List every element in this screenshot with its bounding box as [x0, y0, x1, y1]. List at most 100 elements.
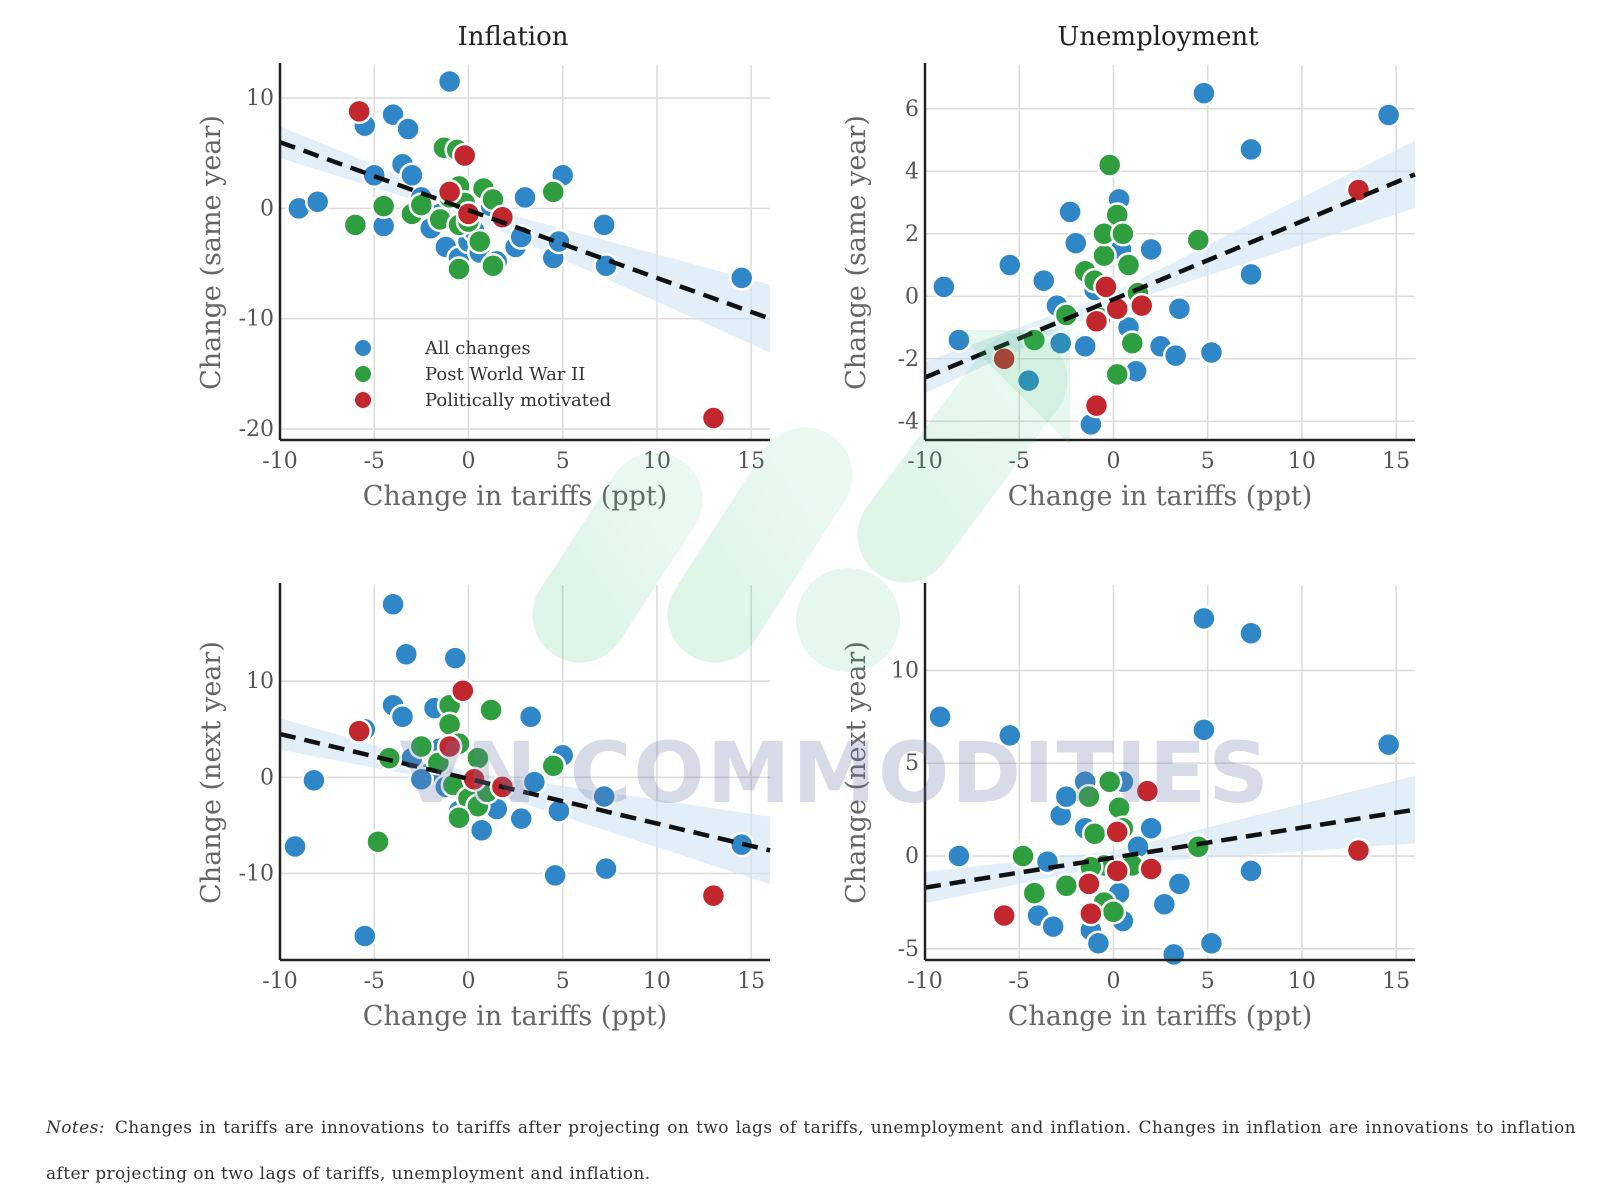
point-politically-motivated — [1104, 858, 1130, 884]
x-tick-label: 10 — [643, 969, 671, 994]
point-post-wwii — [1096, 769, 1123, 795]
x-tick-label: 10 — [1288, 449, 1316, 474]
point-all-changes — [436, 68, 463, 95]
point-post-wwii — [1185, 227, 1212, 253]
point-all-changes — [1162, 342, 1189, 369]
point-all-changes — [1063, 230, 1089, 256]
point-post-wwii — [365, 828, 391, 855]
point-all-changes — [408, 766, 435, 792]
point-all-changes — [399, 162, 425, 189]
point-all-changes — [1375, 731, 1402, 758]
y-tick-label: -10 — [239, 861, 274, 886]
point-all-changes — [1375, 102, 1402, 128]
x-tick-label: 0 — [461, 969, 475, 994]
point-post-wwii — [342, 212, 369, 238]
point-politically-motivated — [700, 882, 727, 909]
point-post-wwii — [1185, 834, 1212, 860]
point-all-changes — [468, 817, 495, 843]
x-tick-label: -5 — [1009, 969, 1030, 994]
point-all-changes — [946, 327, 972, 353]
point-all-changes — [1030, 267, 1057, 294]
point-all-changes — [1166, 871, 1193, 897]
point-all-changes — [1166, 296, 1193, 322]
point-post-wwii — [480, 252, 506, 279]
watermark-text: VN COMMODITIES — [399, 724, 1271, 822]
point-politically-motivated — [1093, 274, 1119, 300]
x-tick-label: 15 — [1382, 449, 1410, 474]
y-tick-label: 0 — [260, 196, 274, 221]
point-post-wwii — [1021, 880, 1048, 906]
point-all-changes — [1085, 930, 1112, 957]
watermark-logo-icon — [532, 330, 1070, 672]
legend-label: Politically motivated — [425, 390, 611, 411]
point-politically-motivated — [1104, 819, 1130, 845]
chart-legend: All changes Post World War II Politically … — [355, 338, 611, 411]
y-tick-label: -2 — [898, 347, 919, 372]
point-politically-motivated — [700, 405, 727, 431]
confidence-band — [925, 140, 1415, 394]
y-tick-label: -10 — [239, 307, 274, 332]
point-all-changes — [282, 833, 308, 860]
point-all-changes — [361, 162, 387, 189]
chart-title: Unemployment — [1057, 22, 1259, 52]
point-all-changes — [997, 722, 1023, 749]
legend-marker — [355, 366, 371, 382]
x-tick-label: 5 — [1201, 449, 1215, 474]
point-all-changes — [1040, 913, 1066, 940]
point-all-changes — [508, 805, 534, 832]
point-all-changes — [395, 116, 421, 142]
fit-line — [279, 140, 771, 321]
point-politically-motivated — [1138, 856, 1164, 882]
point-post-wwii — [1091, 242, 1117, 269]
point-post-wwii — [478, 697, 504, 723]
x-tick-label: 0 — [461, 449, 475, 474]
point-all-changes — [591, 783, 617, 810]
point-post-wwii — [540, 179, 567, 205]
y-tick-label: 10 — [246, 86, 274, 111]
legend-marker — [355, 392, 371, 408]
point-post-wwii — [1096, 152, 1123, 178]
point-politically-motivated — [1078, 900, 1104, 927]
point-all-changes — [1161, 941, 1187, 968]
point-politically-motivated — [436, 733, 463, 760]
point-all-changes — [389, 703, 416, 730]
point-all-changes — [352, 923, 378, 949]
point-post-wwii — [370, 193, 397, 219]
y-tick-label: 0 — [905, 844, 919, 869]
point-post-wwii — [1104, 361, 1130, 388]
point-politically-motivated — [1104, 296, 1130, 322]
x-tick-label: 15 — [737, 969, 765, 994]
point-all-changes — [442, 645, 469, 671]
point-all-changes — [997, 252, 1023, 278]
point-all-changes — [1191, 717, 1217, 743]
point-politically-motivated — [346, 718, 372, 744]
point-all-changes — [1138, 236, 1164, 263]
y-tick-label: 10 — [246, 669, 274, 694]
point-all-changes — [546, 228, 572, 255]
point-post-wwii — [1119, 330, 1146, 356]
point-politically-motivated — [451, 142, 478, 169]
x-tick-label: -10 — [262, 969, 297, 994]
x-tick-label: -10 — [907, 969, 942, 994]
legend-label: Post World War II — [425, 364, 585, 385]
point-all-changes — [1198, 339, 1225, 366]
point-all-changes — [1057, 199, 1083, 225]
point-all-changes — [927, 704, 953, 730]
x-tick-label: 5 — [556, 969, 570, 994]
point-post-wwii — [1115, 252, 1142, 278]
x-tick-label: 0 — [1106, 969, 1120, 994]
point-all-changes — [512, 184, 538, 211]
point-politically-motivated — [1083, 392, 1110, 419]
y-axis-label: Change (same year) — [196, 115, 227, 390]
point-post-wwii — [1110, 221, 1136, 247]
y-tick-label: -5 — [898, 937, 919, 962]
point-all-changes — [1238, 620, 1264, 647]
point-post-wwii — [540, 753, 567, 779]
watermark: VN COMMODITIES — [399, 330, 1271, 822]
y-tick-label: -4 — [898, 409, 919, 434]
y-tick-label: -20 — [239, 417, 274, 442]
point-post-wwii — [1081, 821, 1108, 847]
point-all-changes — [946, 843, 972, 869]
